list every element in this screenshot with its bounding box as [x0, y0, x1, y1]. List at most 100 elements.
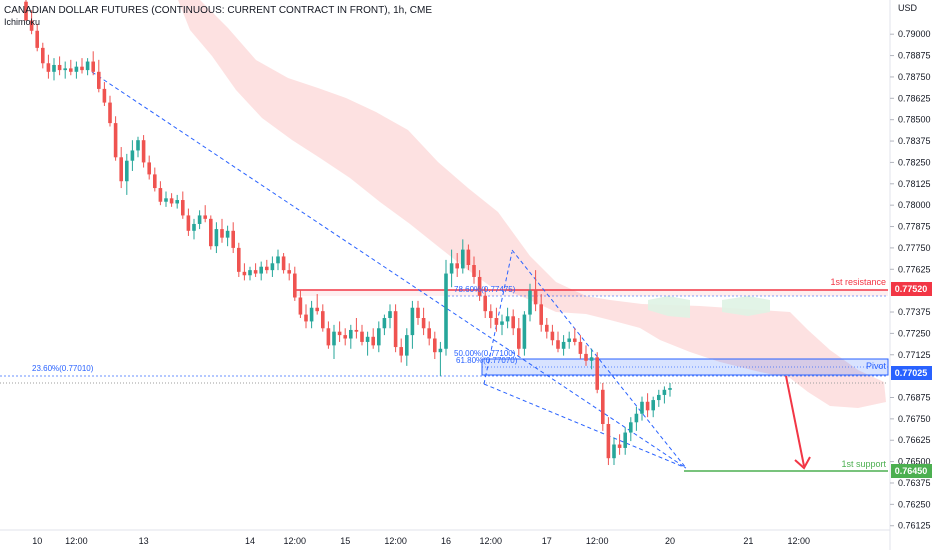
support-tag-bg	[891, 464, 932, 478]
candle-body	[337, 331, 342, 336]
resistance-zone	[296, 290, 888, 296]
candle-body	[237, 247, 241, 272]
y-tick-label: 0.77750	[898, 243, 931, 253]
candle-body	[589, 357, 594, 361]
y-tick-label: 0.76500	[898, 457, 931, 467]
candle-body	[511, 316, 515, 329]
trendline-4	[483, 383, 687, 469]
candle-body	[225, 230, 230, 238]
candle-body	[601, 389, 605, 424]
trendline-3	[483, 251, 513, 385]
y-tick-label: 0.78250	[898, 157, 931, 167]
y-tick-label: 0.78500	[898, 115, 931, 125]
x-tick-label: 12:00	[284, 536, 307, 546]
candle-body	[539, 304, 543, 325]
fib-78-label: 78.60%(0.77475)	[454, 285, 516, 294]
fib-50-label: 50.00%(0.77100)	[454, 349, 516, 358]
y-tick-label: 0.78375	[898, 136, 931, 146]
y-tick-label: 0.78625	[898, 93, 931, 103]
candle-body	[265, 266, 269, 271]
candle-body	[197, 215, 202, 224]
candle-body	[533, 290, 538, 305]
candle-body	[270, 263, 275, 271]
y-tick-label: 0.76625	[898, 435, 931, 445]
indicator-label: Ichimoku	[4, 17, 40, 27]
pivot-label: Pivot	[866, 361, 887, 371]
candle-body	[29, 20, 34, 31]
candle-body	[416, 307, 420, 318]
candle-body	[332, 331, 336, 346]
y-tick-label: 0.76375	[898, 478, 931, 488]
resistance-tag: 0.77520	[895, 284, 928, 294]
x-tick-label: 12:00	[65, 536, 88, 546]
x-tick-label: 12:00	[586, 536, 609, 546]
candle-body	[405, 335, 409, 356]
candle-body	[517, 328, 521, 349]
x-axis: 10 12:00 13 14 12:00 15 12:00 16 12:00 17 12:00 20 2…	[32, 536, 810, 546]
candle-body	[153, 174, 157, 189]
x-tick-label: 14	[245, 536, 255, 546]
y-tick-label: 0.76250	[898, 499, 931, 509]
candle-body	[57, 64, 62, 71]
candle-body	[595, 357, 599, 390]
candle-body	[41, 47, 45, 64]
candle-body	[214, 229, 219, 247]
candle-body	[108, 102, 112, 124]
x-tick-label: 12:00	[480, 536, 503, 546]
candle-body	[181, 200, 185, 216]
candle-body	[388, 311, 392, 318]
fib-61-label: 61.80%(0.77070)	[456, 356, 518, 365]
candle-body	[46, 63, 51, 72]
candle-body	[668, 388, 672, 390]
candle-body	[427, 328, 431, 339]
projection-arrow-line	[785, 375, 805, 467]
projection-arrow-head	[794, 456, 811, 470]
resistance-tag-bg	[891, 282, 932, 296]
candle-body	[69, 68, 73, 72]
candle-body	[192, 223, 196, 231]
candle-body	[662, 389, 667, 395]
y-tick-label: 0.78875	[898, 51, 931, 61]
candle-body	[169, 198, 174, 204]
candle-body	[500, 321, 504, 325]
candle-body	[248, 270, 252, 276]
y-tick-label: 0.77250	[898, 328, 931, 338]
fib-23-label: 23.60%(0.77010)	[32, 364, 94, 373]
candle-body	[612, 444, 616, 459]
y-tick-label: 0.77625	[898, 264, 931, 274]
candle-body	[298, 297, 303, 315]
candle-body	[119, 157, 123, 182]
x-tick-label: 15	[340, 536, 350, 546]
candle-body	[377, 328, 381, 346]
resistance-label: 1st resistance	[830, 277, 886, 287]
candle-body	[24, 1, 28, 21]
y-tick-label: 0.76875	[898, 393, 931, 403]
candle-body	[455, 263, 459, 269]
candle-body	[651, 400, 655, 411]
candle-body	[35, 30, 39, 48]
candle-body	[645, 401, 650, 411]
candle-body	[147, 162, 151, 175]
candle-body	[444, 273, 448, 349]
x-tick-label: 17	[542, 536, 552, 546]
candle-body	[477, 276, 482, 296]
chart-title: CANADIAN DOLLAR FUTURES (CONTINUOUS: CUR…	[4, 5, 432, 16]
candle-body	[505, 316, 510, 322]
candle-body	[421, 318, 426, 329]
candle-body	[164, 198, 168, 202]
candle-body	[220, 229, 224, 238]
candle-body	[573, 338, 577, 342]
candle-body	[561, 341, 566, 349]
candle-body	[461, 249, 465, 269]
candle-body	[550, 331, 555, 341]
candle-body	[158, 188, 163, 202]
candle-body	[382, 318, 387, 329]
pivot-tag: 0.77025	[895, 368, 928, 378]
candle-body	[231, 230, 235, 248]
candle-body	[281, 256, 286, 271]
candle-body	[399, 347, 403, 356]
candle-body	[203, 215, 207, 219]
candle-body	[584, 353, 588, 361]
candle-body	[97, 71, 101, 89]
